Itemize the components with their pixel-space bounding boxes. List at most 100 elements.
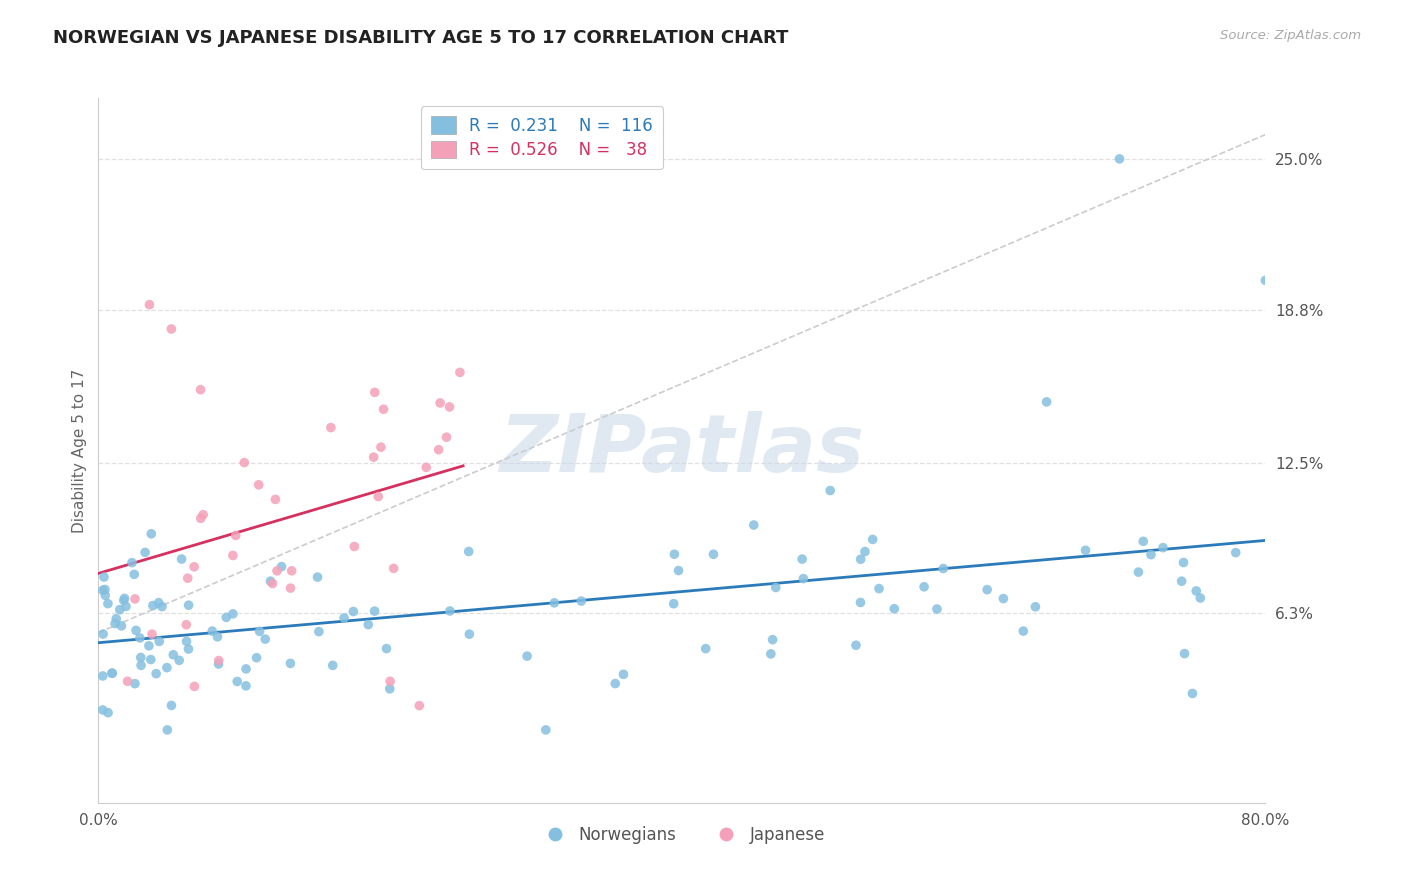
Point bbox=[308, 624, 330, 639]
Point bbox=[363, 604, 385, 618]
Text: Source: ZipAtlas.com: Source: ZipAtlas.com bbox=[1220, 29, 1361, 42]
Point bbox=[190, 383, 212, 397]
Point bbox=[702, 547, 724, 561]
Point bbox=[249, 624, 271, 639]
Point bbox=[1225, 546, 1247, 560]
Point bbox=[1074, 543, 1097, 558]
Point bbox=[976, 582, 998, 597]
Point bbox=[264, 492, 287, 507]
Point bbox=[668, 564, 690, 578]
Point bbox=[1035, 395, 1057, 409]
Point bbox=[1173, 556, 1195, 570]
Point bbox=[762, 632, 785, 647]
Point bbox=[233, 456, 256, 470]
Point bbox=[104, 616, 127, 631]
Point bbox=[139, 652, 162, 666]
Point bbox=[112, 593, 135, 607]
Point bbox=[759, 647, 782, 661]
Point bbox=[853, 544, 876, 558]
Point bbox=[543, 596, 565, 610]
Point bbox=[457, 544, 479, 558]
Text: ZIPatlas: ZIPatlas bbox=[499, 411, 865, 490]
Point bbox=[695, 641, 717, 656]
Point bbox=[245, 650, 267, 665]
Point bbox=[183, 559, 205, 574]
Point bbox=[134, 545, 156, 559]
Point bbox=[148, 596, 170, 610]
Point bbox=[612, 667, 634, 681]
Point bbox=[148, 634, 170, 648]
Point bbox=[1185, 583, 1208, 598]
Point bbox=[222, 549, 245, 563]
Point bbox=[1170, 574, 1192, 589]
Point bbox=[191, 508, 214, 522]
Point bbox=[105, 612, 128, 626]
Point bbox=[380, 674, 402, 689]
Point bbox=[222, 607, 245, 621]
Point bbox=[226, 674, 249, 689]
Point bbox=[664, 547, 686, 561]
Point bbox=[415, 460, 437, 475]
Point bbox=[247, 478, 270, 492]
Point bbox=[333, 611, 356, 625]
Point bbox=[868, 582, 890, 596]
Point bbox=[141, 627, 163, 641]
Point bbox=[993, 591, 1015, 606]
Point bbox=[117, 674, 139, 689]
Point bbox=[110, 619, 132, 633]
Point bbox=[141, 526, 163, 541]
Point bbox=[845, 638, 868, 652]
Point bbox=[436, 430, 458, 444]
Point bbox=[449, 365, 471, 379]
Point bbox=[322, 658, 344, 673]
Point bbox=[160, 322, 183, 336]
Point bbox=[108, 602, 131, 616]
Point bbox=[1189, 591, 1212, 605]
Point bbox=[1173, 647, 1195, 661]
Point bbox=[270, 559, 292, 574]
Point bbox=[1128, 565, 1150, 579]
Point bbox=[124, 676, 146, 690]
Point bbox=[215, 610, 238, 624]
Point bbox=[662, 597, 685, 611]
Point bbox=[378, 681, 401, 696]
Point bbox=[91, 703, 114, 717]
Point bbox=[605, 676, 627, 690]
Point bbox=[129, 650, 152, 665]
Point bbox=[375, 641, 398, 656]
Point bbox=[235, 662, 257, 676]
Point bbox=[114, 591, 136, 606]
Point bbox=[516, 649, 538, 664]
Point bbox=[129, 658, 152, 673]
Point bbox=[439, 400, 461, 414]
Legend: Norwegians, Japanese: Norwegians, Japanese bbox=[531, 820, 832, 851]
Point bbox=[266, 564, 288, 578]
Point bbox=[91, 669, 114, 683]
Point bbox=[912, 580, 935, 594]
Point bbox=[765, 581, 787, 595]
Point bbox=[176, 634, 198, 648]
Point bbox=[427, 442, 450, 457]
Point bbox=[97, 597, 120, 611]
Point bbox=[101, 666, 124, 681]
Point bbox=[1132, 534, 1154, 549]
Point bbox=[849, 552, 872, 566]
Point bbox=[201, 624, 224, 638]
Point bbox=[93, 570, 115, 584]
Point bbox=[207, 657, 229, 671]
Point bbox=[177, 571, 200, 585]
Point bbox=[862, 533, 884, 547]
Point bbox=[259, 574, 281, 589]
Point bbox=[94, 588, 117, 602]
Point bbox=[115, 599, 138, 614]
Point bbox=[176, 617, 198, 632]
Text: NORWEGIAN VS JAPANESE DISABILITY AGE 5 TO 17 CORRELATION CHART: NORWEGIAN VS JAPANESE DISABILITY AGE 5 T… bbox=[53, 29, 789, 46]
Point bbox=[849, 595, 872, 609]
Point bbox=[280, 564, 302, 578]
Point bbox=[792, 552, 814, 566]
Point bbox=[125, 624, 148, 638]
Point bbox=[932, 561, 955, 575]
Point bbox=[343, 540, 366, 554]
Point bbox=[183, 679, 205, 693]
Y-axis label: Disability Age 5 to 17: Disability Age 5 to 17 bbox=[72, 368, 87, 533]
